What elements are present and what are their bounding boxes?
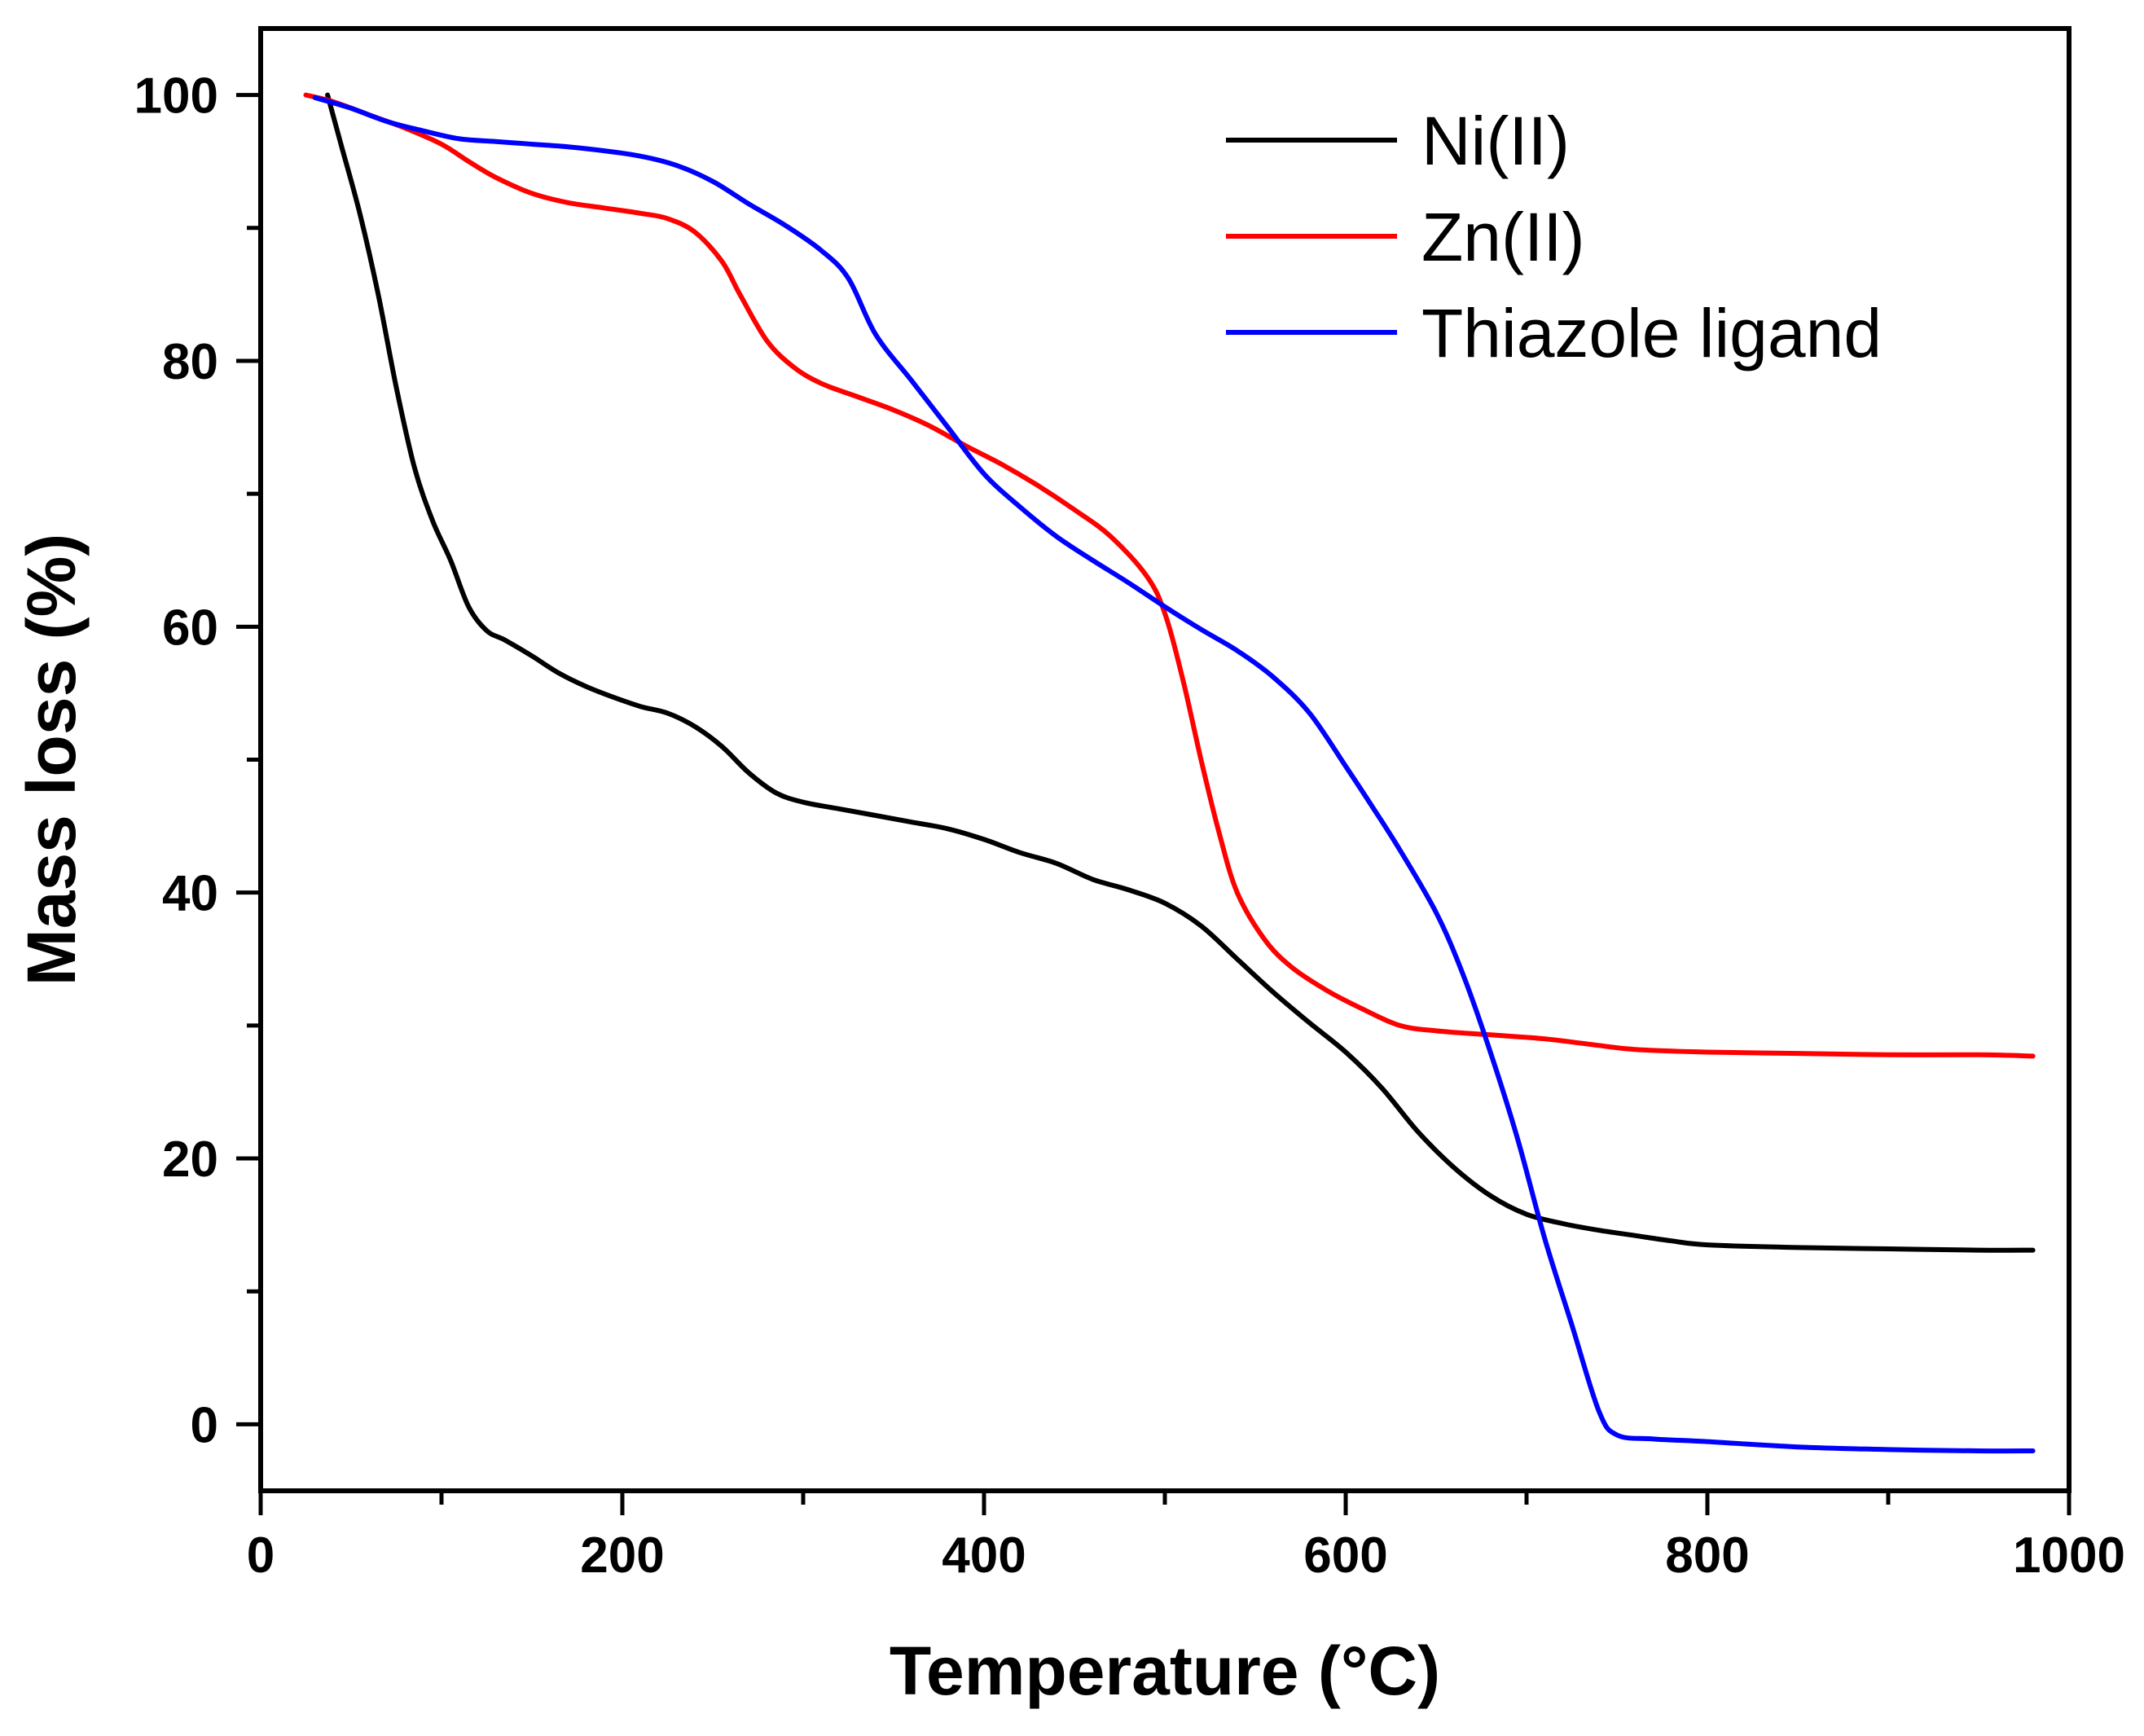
series-line-ni-ii: [325, 92, 2036, 1253]
series-lines: [303, 92, 2036, 1454]
series-line-zn-ii: [303, 92, 2036, 1059]
legend-label-ni-ii: Ni(II): [1421, 103, 1570, 179]
x-tick-label: 600: [1303, 1527, 1387, 1584]
y-axis-title: Mass loss (%): [13, 534, 90, 987]
legend: Ni(II) Zn(II) Thiazole ligand: [1226, 103, 1882, 371]
x-tick-label: 1000: [2013, 1527, 2125, 1584]
y-tick-label: 80: [162, 334, 218, 390]
x-axis-title: Temperature (°C): [890, 1633, 1440, 1709]
y-tick-label: 20: [162, 1132, 218, 1188]
series-line-thiazole-ligand: [312, 94, 2036, 1454]
x-tick-labels: 0 200 400 600 800 1000: [247, 1527, 2125, 1584]
plot-frame: [258, 26, 2072, 1493]
major-ticks: [236, 93, 2072, 1515]
y-tick-labels: 0 20 40 60 80 100: [134, 68, 218, 1454]
x-tick-label: 400: [942, 1527, 1026, 1584]
legend-label-zn-ii: Zn(II): [1421, 199, 1585, 275]
y-tick-label: 100: [134, 68, 218, 125]
y-tick-label: 60: [162, 600, 218, 656]
x-tick-label: 0: [247, 1527, 275, 1584]
x-tick-label: 800: [1665, 1527, 1749, 1584]
y-tick-label: 0: [191, 1397, 218, 1453]
legend-label-thiazole-ligand: Thiazole ligand: [1421, 295, 1882, 371]
y-tick-label: 40: [162, 866, 218, 922]
x-tick-label: 200: [580, 1527, 664, 1584]
